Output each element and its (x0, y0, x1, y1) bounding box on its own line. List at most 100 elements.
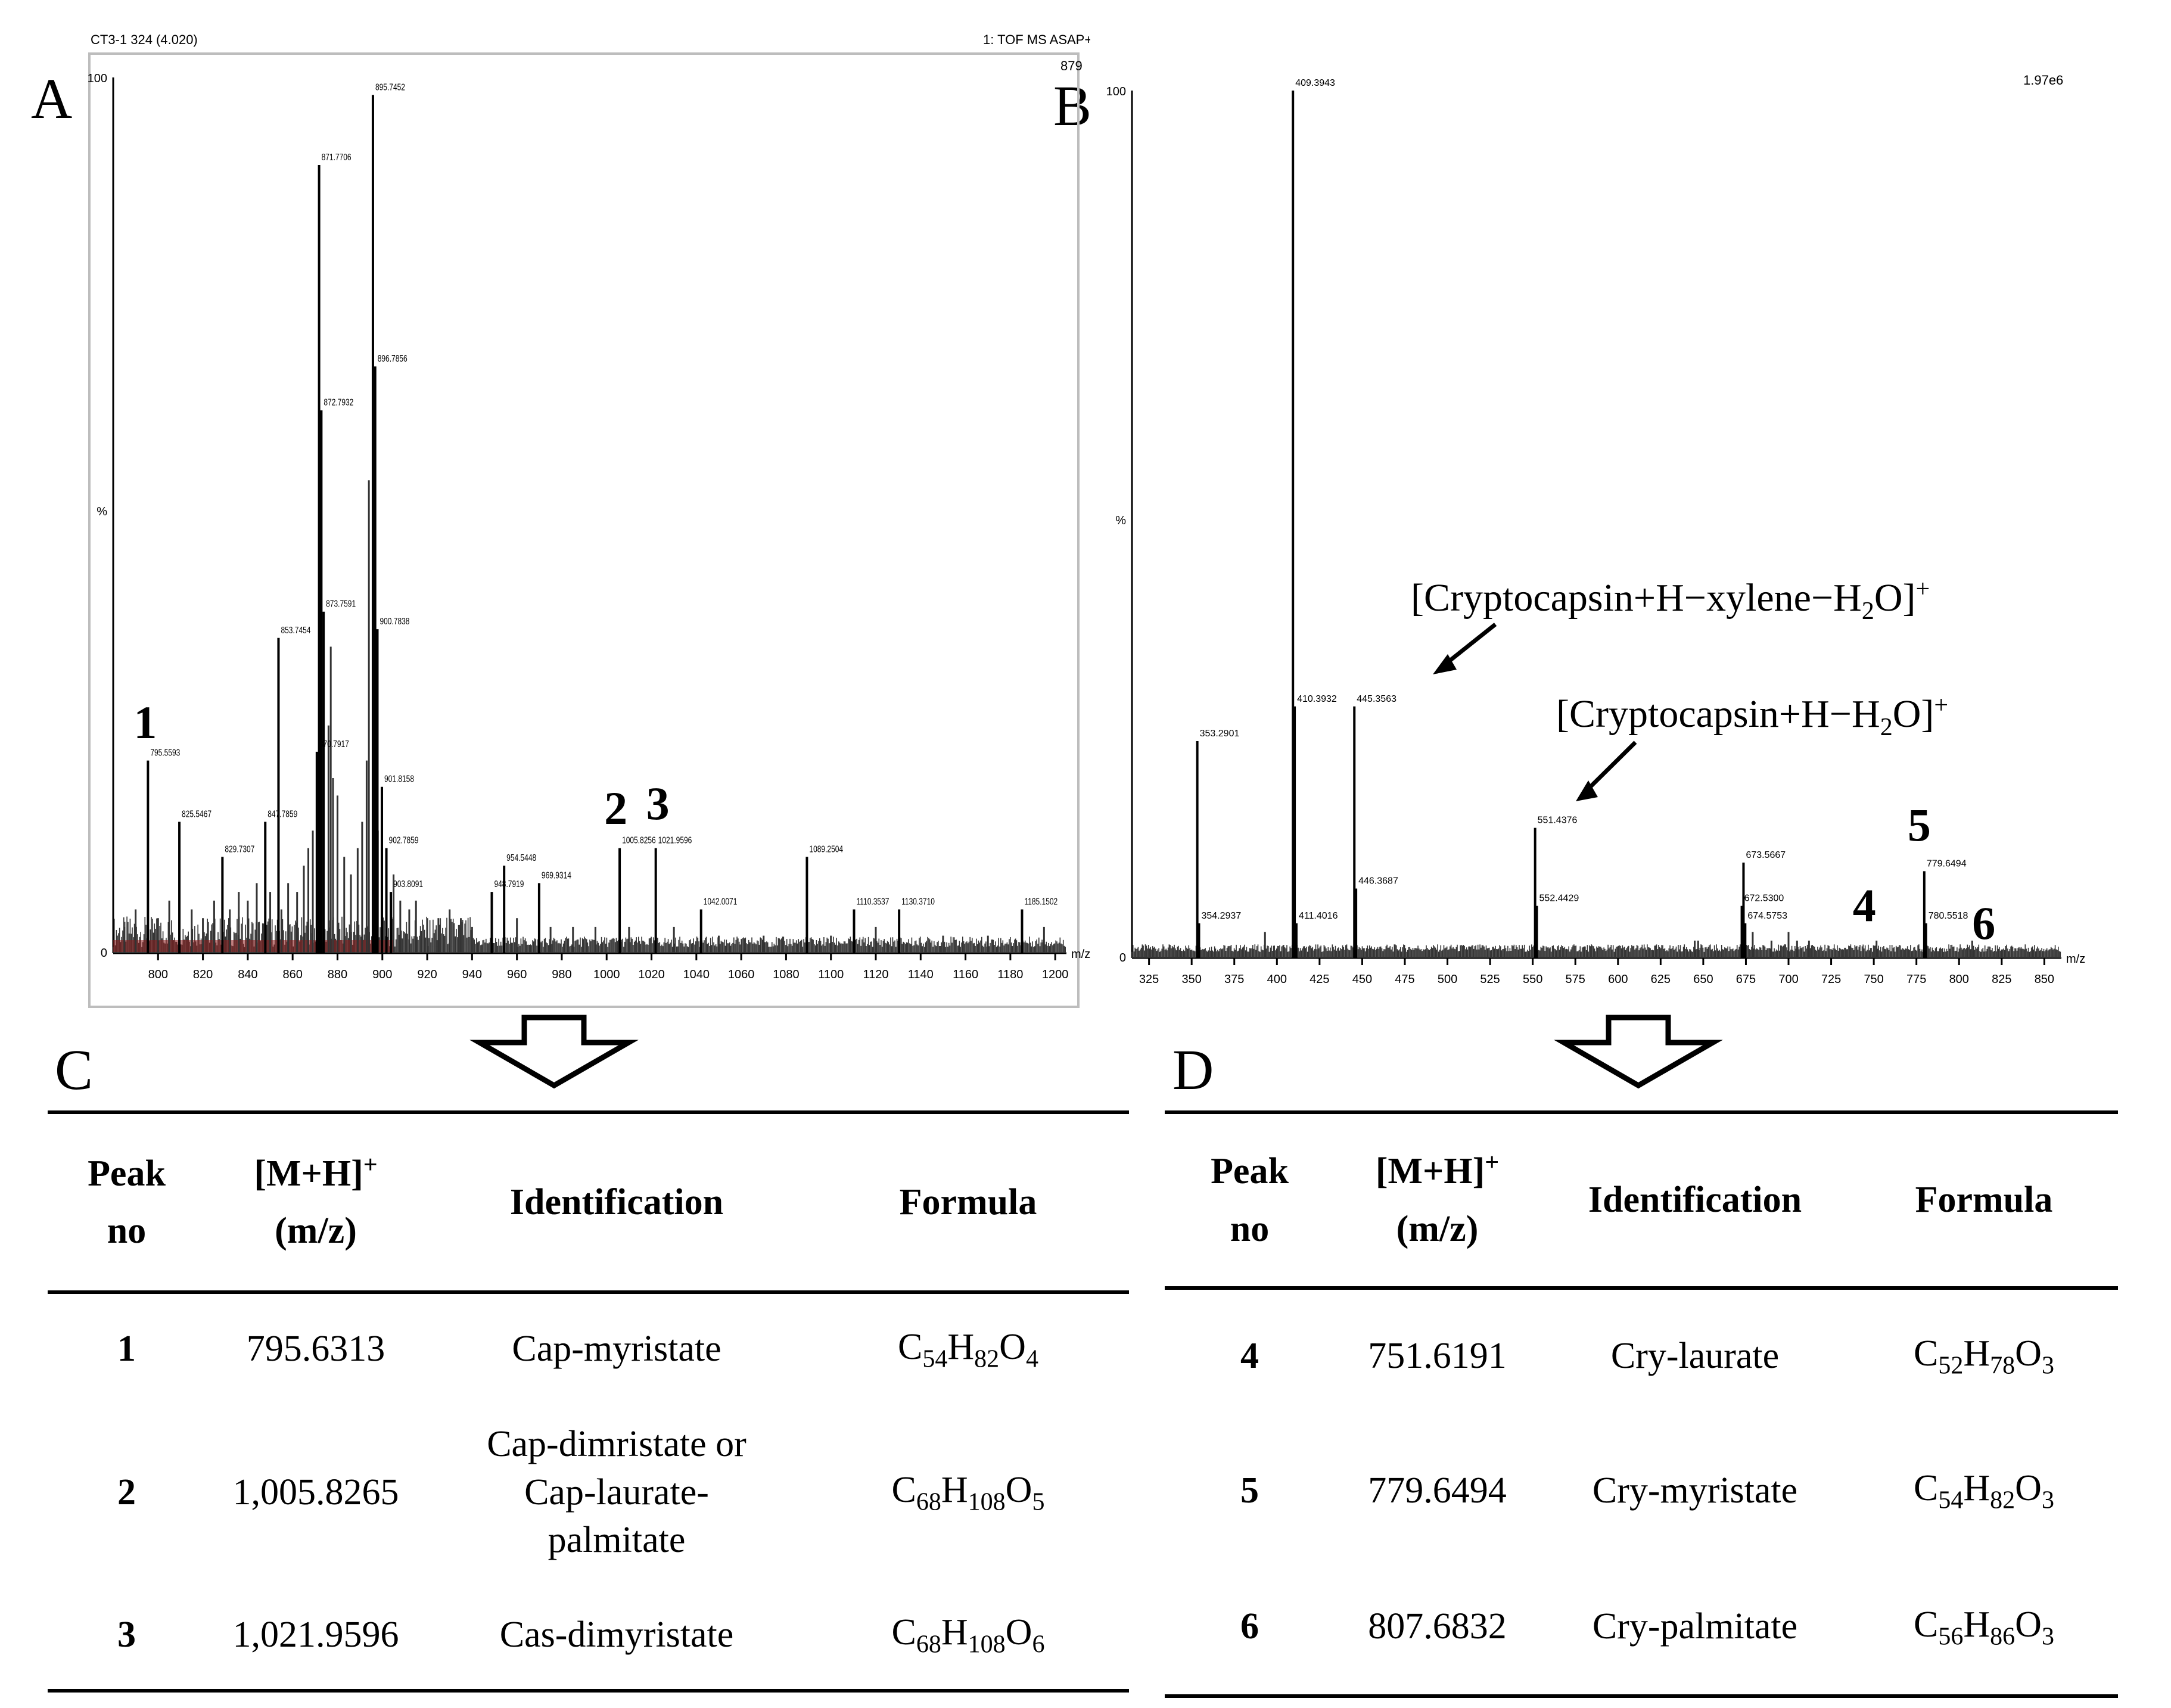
table-d-header: Peak no [M+H]+ (m/z) Identification Formul… (1165, 1112, 2118, 1288)
peak-label: 551.4376 (1538, 816, 1578, 826)
peak-label: 1130.3710 (901, 896, 935, 907)
peak-label: 410.3932 (1297, 694, 1337, 704)
col-formula: Formula (1915, 1180, 2053, 1221)
peak-label: 902.7859 (389, 835, 419, 845)
y-tick-label-zero: 0 (101, 947, 107, 960)
x-tick-label: 850 (2035, 973, 2054, 986)
x-tick-label: 1040 (683, 968, 710, 981)
peak-label: 780.5518 (1929, 911, 1968, 921)
arrow-head-icon (1576, 780, 1598, 801)
peak-label: 871.7706 (322, 151, 352, 162)
peak-label: 1042.0071 (704, 896, 738, 907)
x-tick-label: 650 (1693, 973, 1713, 986)
table-c: Peak no [M+H]+ (m/z) Identification Formul… (48, 1110, 1129, 1693)
peak-label: 895.7452 (375, 82, 405, 92)
x-tick-label: 725 (1821, 973, 1841, 986)
peak-label: 552.4429 (1539, 894, 1579, 904)
table-row: 5 779.6494 Cry-myristate C54H82O3 (1165, 1422, 2118, 1559)
cell-peak: 5 (1240, 1470, 1259, 1511)
peak-label: 779.6494 (1927, 858, 1967, 869)
table-row: 1 795.6313 Cap-myristate C54H82O4 (48, 1292, 1129, 1404)
peak-label: 445.3563 (1357, 694, 1396, 704)
peak-label: 1110.3537 (856, 896, 889, 907)
x-tick-label: 550 (1523, 973, 1542, 986)
cell-formula: C54H82O3 (1914, 1468, 2054, 1514)
cell-formula: C56H86O3 (1914, 1604, 2054, 1650)
peak-label: 900.7838 (380, 615, 409, 626)
cell-mz: 1,021.9596 (232, 1614, 399, 1655)
col-identification: Identification (509, 1181, 724, 1222)
y-tick-label-zero: 0 (1119, 951, 1126, 965)
peak-label: 954.5448 (506, 852, 536, 863)
x-tick-label: 1160 (953, 968, 978, 981)
x-tick-label: 575 (1566, 973, 1585, 986)
col-identification: Identification (1588, 1180, 1802, 1221)
x-tick-label: 525 (1480, 973, 1500, 986)
x-tick-label: 800 (148, 968, 168, 981)
x-tick-label: 900 (372, 968, 392, 981)
x-tick-label: 800 (1949, 973, 1969, 986)
peak-label: 872.7932 (324, 397, 353, 407)
header-left: CT3-1 324 (4.020) (91, 32, 198, 47)
table-row: 6 807.6832 Cry-palmitate C56H86O3 (1165, 1559, 2118, 1696)
table-row: 4 751.6191 Cry-laurate C52H78O3 (1165, 1288, 2118, 1422)
cell-formula: C52H78O3 (1914, 1333, 2054, 1380)
peak-label: 674.5753 (1747, 911, 1787, 921)
arrow-head-icon (1433, 654, 1457, 674)
cell-identification: Cry-myristate (1592, 1470, 1798, 1511)
peak-label: 825.5467 (182, 808, 211, 819)
x-tick-label: 750 (1864, 973, 1883, 986)
x-tick-label: 940 (462, 968, 482, 981)
x-tick-label: 825 (1992, 973, 2011, 986)
cell-formula: C68H108O5 (891, 1470, 1045, 1516)
col-mh: [M+H]+ (m/z) (1375, 1149, 1500, 1249)
baseline-noise (1131, 944, 2061, 958)
x-axis-label: m/z (1071, 948, 1090, 961)
x-tick-label: 700 (1778, 973, 1798, 986)
peak-number-6: 6 (1972, 897, 1996, 949)
header-right: 1: TOF MS ASAP+ (983, 32, 1090, 47)
x-tick-label: 1180 (997, 968, 1023, 981)
peak-number-1: 1 (133, 696, 157, 748)
peak-label: 353.2901 (1200, 729, 1240, 739)
panel-letter-d: D (1172, 1038, 1214, 1102)
panel-letter-c: C (55, 1038, 94, 1102)
peak-label: 1021.9596 (658, 835, 692, 845)
cell-mz: 795.6313 (246, 1329, 385, 1370)
header-right: 1.97e6 (2023, 73, 2063, 88)
peak-label: 829.7307 (225, 844, 254, 854)
table-row: 3 1,021.9596 Cas-dimyristate C68H108O6 (48, 1581, 1129, 1691)
spectrum-a: 100% 0 800 820 840 860 880 900 920 940 960 980 1000 1… (88, 32, 1090, 1008)
peak-label: 1005.8256 (622, 835, 656, 845)
annotation-arrow-water (1583, 741, 1637, 794)
col-formula: Formula (899, 1181, 1037, 1222)
x-tick-label: 960 (507, 968, 527, 981)
spectrum-b: 100% 0 325 350 375 400 425 450 475 500 525 550 575 60… (1106, 73, 2086, 986)
peak-label: 870.7917 (319, 738, 349, 749)
peak-label: 354.2937 (1201, 911, 1241, 921)
peak-label: 948.7919 (494, 878, 524, 889)
peak-label: 969.9314 (542, 870, 571, 881)
peak-label: 853.7454 (281, 624, 310, 635)
peak-label: 1089.2504 (809, 844, 843, 854)
cell-peak: 1 (117, 1329, 136, 1370)
peak-number-4: 4 (1852, 879, 1876, 931)
cell-formula: C54H82O4 (898, 1326, 1038, 1373)
panel-letter-a: A (31, 67, 73, 130)
x-tick-label: 1000 (593, 968, 620, 981)
cell-identification: Cry-laurate (1610, 1335, 1780, 1376)
y-axis-label: % (97, 505, 107, 518)
y-tick-label-top: 100 (1106, 85, 1126, 98)
y-axis-label: % (1115, 514, 1126, 527)
x-tick-label: 1140 (908, 968, 934, 981)
down-arrow-d-icon (1554, 1015, 1723, 1089)
x-tick-label: 1200 (1042, 968, 1069, 981)
peak-number-2: 2 (604, 782, 628, 834)
cell-peak: 6 (1240, 1606, 1259, 1647)
peak-label: 795.5593 (150, 747, 180, 758)
x-tick-label: 675 (1736, 973, 1756, 986)
panel-letter-b: B (1053, 74, 1092, 138)
x-tick-label: 1020 (638, 968, 665, 981)
col-peak-no: Peak no (88, 1153, 166, 1251)
